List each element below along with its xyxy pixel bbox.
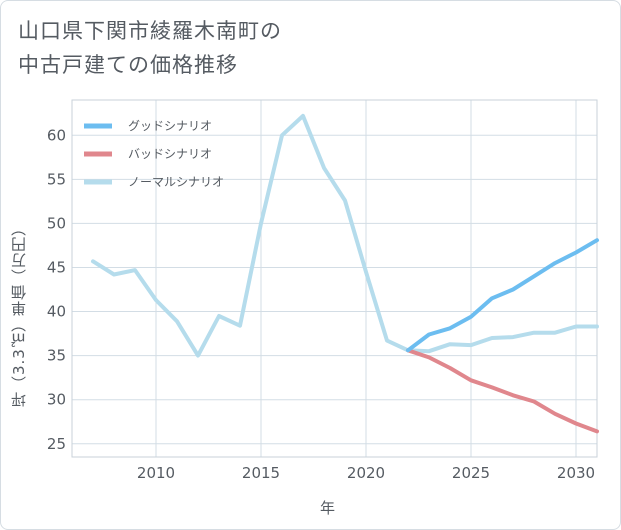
y-tick-label-25: 25 — [47, 435, 66, 453]
legend-label-2: ノーマルシナリオ — [128, 175, 224, 189]
plot-area — [71, 99, 598, 458]
legend-label-1: バッドシナリオ — [128, 147, 212, 161]
chart-title: 山口県下関市綾羅木南町の 中古戸建ての価格推移 — [18, 14, 282, 82]
series-line-1 — [406, 348, 599, 434]
x-tick-label-2025: 2025 — [452, 464, 490, 482]
tick-labels: 2010 2015 2020 2025 2030 25 30 35 40 45 50 55 60 — [47, 126, 595, 482]
y-tick-label-45: 45 — [47, 258, 66, 276]
x-tick-label-2015: 2015 — [242, 464, 280, 482]
series-line-0 — [406, 238, 599, 353]
y-tick-label-55: 55 — [47, 170, 66, 188]
y-tick-label-60: 60 — [47, 126, 66, 144]
x-tick-label-2030: 2030 — [557, 464, 595, 482]
x-tick-label-2020: 2020 — [347, 464, 385, 482]
y-tick-label-35: 35 — [47, 347, 66, 365]
y-tick-label-40: 40 — [47, 303, 66, 321]
x-axis-label: 年 — [320, 499, 336, 517]
legend-label-0: グッドシナリオ — [128, 119, 212, 133]
chart-title-line-1: 山口県下関市綾羅木南町の — [18, 19, 282, 43]
grid-lines — [72, 100, 597, 457]
chart-title-line-2: 中古戸建ての価格推移 — [18, 53, 238, 77]
x-tick-label-2010: 2010 — [137, 464, 175, 482]
series-layer — [91, 113, 599, 434]
series-line-2 — [91, 113, 599, 358]
y-tick-label-50: 50 — [47, 214, 66, 232]
y-tick-label-30: 30 — [47, 391, 66, 409]
